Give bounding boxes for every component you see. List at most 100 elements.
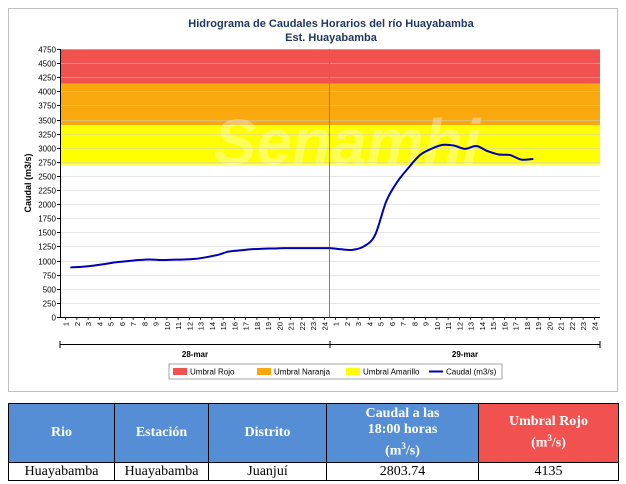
x-tick-label-26: 3: [354, 322, 363, 326]
header-umbral-rojo: Umbral Rojo (m3/s): [478, 403, 619, 463]
x-tick-label-4: 5: [107, 322, 116, 326]
y-tick-label-10: 2500: [38, 173, 56, 182]
x-tick-label-23: 24: [320, 322, 329, 330]
legend-label-2: Umbral Amarillo: [363, 368, 420, 377]
y-tick-label-12: 3000: [38, 145, 56, 154]
y-axis-label: Caudal (m3/s): [23, 153, 33, 212]
y-tick-label-6: 1500: [38, 229, 56, 238]
legend-label-3: Caudal (m3/s): [446, 368, 497, 377]
x-tick-label-47: 24: [590, 322, 599, 330]
x-tick-label-33: 10: [433, 322, 442, 330]
table-row: Huayabamba Huayabamba Juanjuí 2803.74 41…: [8, 462, 619, 481]
x-tick-label-40: 17: [512, 322, 521, 330]
x-tick-label-5: 6: [118, 322, 127, 326]
legend-label-0: Umbral Rojo: [190, 368, 235, 377]
x-tick-label-8: 9: [152, 322, 161, 326]
chart-frame: Hidrograma de Caudales Horarios del río …: [8, 8, 618, 392]
legend: Umbral Rojo Umbral Naranja Umbral Amarillo…: [168, 363, 503, 380]
y-tick-label-0: 0: [52, 314, 57, 323]
x-tick-label-28: 5: [377, 322, 386, 326]
series-caudal-line: [70, 143, 534, 269]
y-tick-labels: 0 250 500 750 1000 1250 1500 1750 2000 2250 2500 27…: [38, 46, 56, 323]
x-tick-label-24: 1: [332, 322, 341, 326]
x-tick-label-27: 4: [365, 322, 374, 326]
x-tick-label-11: 12: [185, 322, 194, 330]
legend-swatch-0: [173, 368, 187, 375]
y-tick-label-3: 750: [43, 272, 57, 281]
y-tick-label-2: 500: [43, 286, 57, 295]
y-tick-label-17: 4250: [38, 74, 56, 83]
x-tick-label-34: 11: [444, 322, 453, 330]
data-table: Rio Estación Distrito Caudal a las 18:00 …: [8, 403, 619, 481]
cell-rio: Huayabamba: [8, 462, 115, 481]
x-tick-label-13: 14: [208, 322, 217, 330]
axes: [57, 49, 600, 320]
x-tick-label-45: 22: [568, 322, 577, 330]
day-label-1: 29-mar: [452, 350, 478, 359]
y-tick-label-8: 2000: [38, 201, 56, 210]
y-tick-label-5: 1250: [38, 243, 56, 252]
x-tick-label-39: 16: [500, 322, 509, 330]
y-tick-label-13: 3250: [38, 131, 56, 140]
x-tick-label-17: 18: [253, 322, 262, 330]
legend-label-1: Umbral Naranja: [274, 368, 331, 377]
x-tick-label-16: 17: [242, 322, 251, 330]
table-header-row: Rio Estación Distrito Caudal a las 18:00 …: [8, 403, 619, 463]
chart-title: Hidrograma de Caudales Horarios del río …: [188, 18, 474, 30]
y-tick-label-18: 4500: [38, 60, 56, 69]
y-tick-label-16: 4000: [38, 88, 56, 97]
x-tick-label-0: 1: [62, 322, 71, 326]
y-tick-label-9: 2250: [38, 187, 56, 196]
y-tick-label-14: 3500: [38, 117, 56, 126]
x-tick-label-35: 12: [455, 322, 464, 330]
legend-swatch-1: [257, 368, 271, 375]
watermark-logo: Senamhi: [214, 106, 482, 178]
x-tick-label-42: 19: [534, 322, 543, 330]
legend-swatch-2: [346, 368, 360, 375]
x-tick-label-32: 9: [422, 322, 431, 326]
x-tick-label-46: 23: [579, 322, 588, 330]
y-tick-label-1: 250: [43, 300, 57, 309]
hydrograph-chart: Hidrograma de Caudales Horarios del río …: [23, 18, 601, 380]
x-tick-label-2: 3: [84, 322, 93, 326]
x-tick-label-31: 8: [410, 322, 419, 326]
x-tick-label-18: 19: [264, 322, 273, 330]
y-tick-label-4: 1000: [38, 258, 56, 267]
x-tick-label-20: 21: [287, 322, 296, 330]
x-tick-label-44: 21: [557, 322, 566, 330]
x-tick-label-41: 18: [523, 322, 532, 330]
x-tick-label-22: 23: [309, 322, 318, 330]
x-tick-label-43: 20: [545, 322, 554, 330]
header-rio: Rio: [8, 403, 115, 463]
cell-distrito: Juanjuí: [208, 462, 327, 481]
y-tick-label-19: 4750: [38, 46, 56, 55]
x-tick-label-12: 13: [197, 322, 206, 330]
x-tick-label-6: 7: [129, 322, 138, 326]
cell-umbral-rojo: 4135: [478, 462, 619, 481]
x-tick-label-25: 2: [343, 322, 352, 326]
x-tick-label-36: 13: [467, 322, 476, 330]
x-tick-label-38: 15: [489, 322, 498, 330]
x-tick-label-30: 7: [399, 322, 408, 326]
day-labels: 28-mar 29-mar: [59, 341, 601, 359]
chart-subtitle: Est. Huayabamba: [285, 32, 378, 44]
day-label-0: 28-mar: [182, 350, 208, 359]
y-tick-label-15: 3750: [38, 102, 56, 111]
x-tick-label-9: 10: [163, 322, 172, 330]
header-estacion: Estación: [114, 403, 209, 463]
x-tick-label-10: 11: [174, 322, 183, 330]
cell-estacion: Huayabamba: [114, 462, 209, 481]
x-tick-labels: 1 2 3 4 5 6 7 8 9 10 11 12 13 14 15 16 17 18 19 20 21 22 23 24 1…: [62, 322, 600, 330]
header-caudal: Caudal a las 18:00 horas (m3/s): [326, 403, 479, 463]
x-tick-label-37: 14: [478, 322, 487, 330]
x-tick-label-14: 15: [219, 322, 228, 330]
x-tick-label-21: 22: [298, 322, 307, 330]
x-tick-label-7: 8: [140, 322, 149, 326]
x-tick-label-19: 20: [275, 322, 284, 330]
x-tick-label-29: 6: [388, 322, 397, 326]
x-tick-label-1: 2: [73, 322, 82, 326]
x-tick-label-3: 4: [95, 322, 104, 326]
cell-caudal: 2803.74: [326, 462, 479, 481]
y-tick-label-11: 2750: [38, 159, 56, 168]
y-tick-label-7: 1750: [38, 215, 56, 224]
